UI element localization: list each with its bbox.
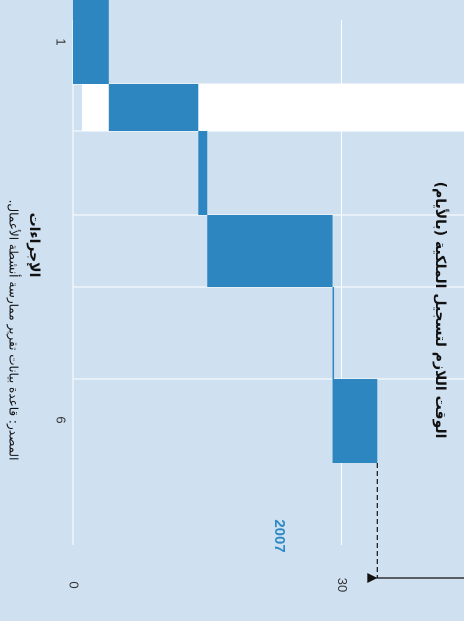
reduction-arrow-head <box>367 573 378 583</box>
bar-2007-step-3 <box>198 131 208 215</box>
x-tick-label: 6 <box>54 416 69 423</box>
x-axis-title: الإجراءات <box>26 213 42 278</box>
series-2007-bars <box>72 0 378 463</box>
labels: 03060901201501801620062007الوقت اللازم ل… <box>6 38 450 592</box>
bar-2006-step-2 <box>81 84 464 131</box>
chart-title: الوقت اللازم لتسجيل الملكية (بالأيام) <box>432 182 449 439</box>
bar-2007-step-1 <box>72 0 109 84</box>
y-tick-label: 30 <box>335 578 350 592</box>
bar-2007-step-5 <box>332 287 335 379</box>
x-tick-label: 1 <box>54 38 69 45</box>
bar-2007-step-6 <box>332 379 378 463</box>
source-note: المصدر: قاعدة بيانات تقرير ممارسة أنشطة … <box>6 200 22 461</box>
series-label-2007: 2007 <box>271 519 288 552</box>
annotations: اختصار الوقت من169 إلى 34 يوماالإجراء ال… <box>367 463 464 583</box>
bar-2007-step-2 <box>108 84 199 131</box>
bar-2007-step-4 <box>207 215 333 287</box>
y-tick-label: 0 <box>67 581 82 588</box>
